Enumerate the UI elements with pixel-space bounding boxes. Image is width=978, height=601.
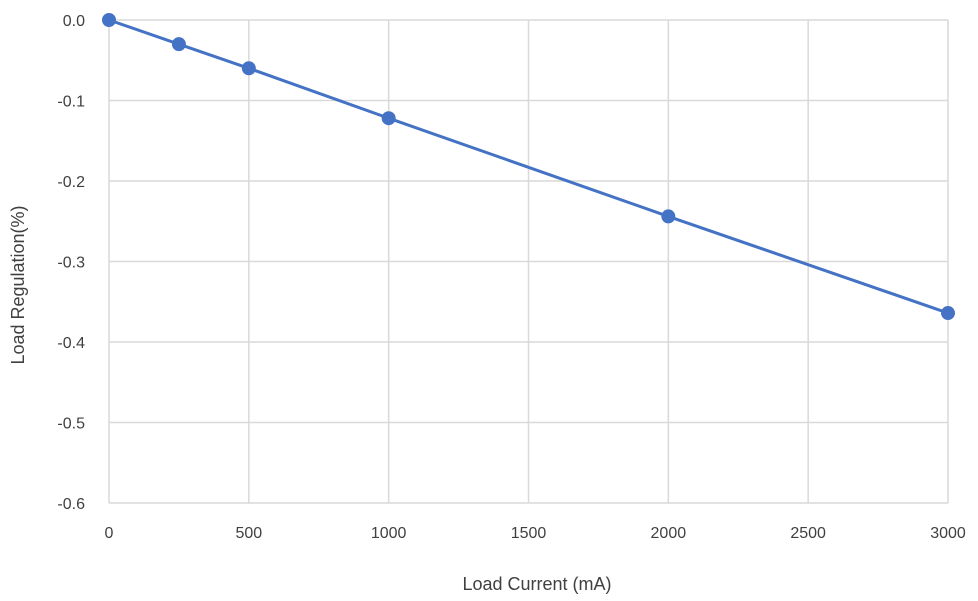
x-tick-label: 2500: [790, 525, 826, 542]
x-tick-label: 3000: [930, 525, 966, 542]
x-tick-label: 1500: [511, 525, 547, 542]
series-layer: [102, 13, 955, 321]
y-axis-tick-labels: 0.0 -0.1 -0.2 -0.3 -0.4 -0.5 -0.6: [57, 13, 85, 513]
y-tick-label: -0.4: [57, 335, 85, 352]
data-point: [661, 209, 676, 224]
y-tick-label: 0.0: [63, 13, 85, 30]
x-axis-tick-labels: 0 500 1000 1500 2000 2500 3000: [105, 525, 966, 542]
data-point: [171, 37, 186, 52]
y-tick-label: -0.6: [57, 496, 85, 513]
x-axis-title: Load Current (mA): [462, 574, 611, 594]
x-tick-label: 2000: [651, 525, 687, 542]
y-tick-label: -0.5: [57, 416, 85, 433]
y-axis-title: Load Regulation(%): [8, 205, 28, 364]
data-point: [102, 13, 116, 27]
data-point: [241, 61, 256, 76]
y-tick-label: -0.3: [57, 255, 85, 272]
data-point: [381, 111, 396, 126]
x-tick-label: 0: [105, 525, 114, 542]
data-point: [941, 306, 955, 321]
grid-lines: [108, 19, 949, 504]
y-tick-label: -0.2: [57, 174, 85, 191]
y-tick-label: -0.1: [57, 94, 85, 111]
x-tick-label: 500: [235, 525, 262, 542]
series-line: [108, 18, 949, 315]
x-tick-label: 1000: [371, 525, 407, 542]
